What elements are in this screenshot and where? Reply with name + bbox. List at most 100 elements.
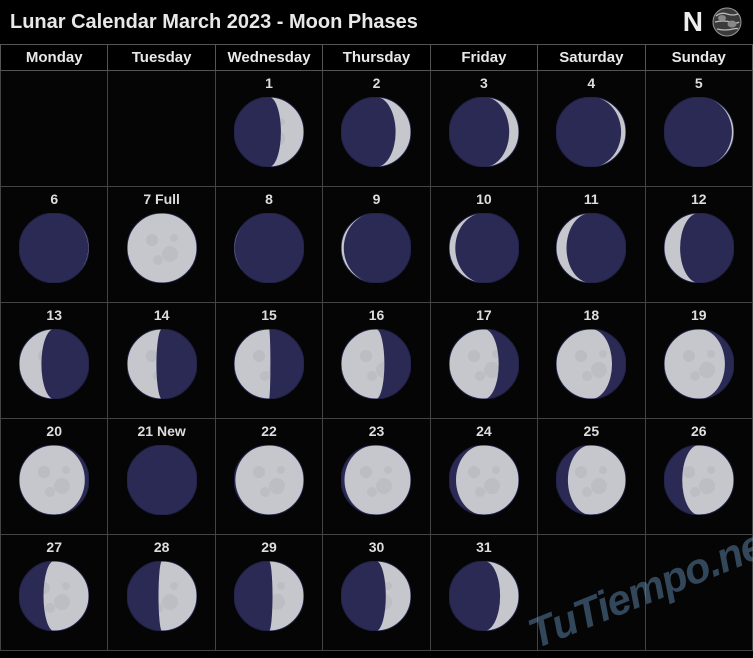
day-number: 9 [373, 187, 381, 209]
moon-phase-icon [664, 445, 734, 515]
day-number: 10 [476, 187, 492, 209]
day-number: 14 [154, 303, 170, 325]
moon-phase-icon [664, 97, 734, 167]
day-number: 15 [261, 303, 277, 325]
day-header: Monday [1, 45, 108, 71]
moon-phase-icon [664, 213, 734, 283]
calendar-cell: 7 Full [108, 187, 215, 303]
calendar-cell: 17 [430, 303, 537, 419]
calendar-cell: 1 [215, 71, 322, 187]
day-number: 17 [476, 303, 492, 325]
moon-phase-icon [234, 445, 304, 515]
day-number: 6 [50, 187, 58, 209]
calendar-row: 13 14 15 16 17 [1, 303, 753, 419]
calendar-cell: 19 [645, 303, 752, 419]
moon-phase-icon [556, 329, 626, 399]
moon-phase-icon [341, 561, 411, 631]
calendar-cell-blank [538, 535, 645, 651]
moon-phase-icon [234, 329, 304, 399]
calendar-cell-blank [645, 535, 752, 651]
moon-phase-icon [234, 561, 304, 631]
calendar-cell: 14 [108, 303, 215, 419]
moon-phase-icon [19, 445, 89, 515]
calendar-table: MondayTuesdayWednesdayThursdayFridaySatu… [0, 44, 753, 651]
day-header: Sunday [645, 45, 752, 71]
day-number: 12 [691, 187, 707, 209]
day-number: 22 [261, 419, 277, 441]
moon-phase-icon [341, 329, 411, 399]
calendar-cell: 25 [538, 419, 645, 535]
calendar-cell-blank [108, 71, 215, 187]
day-header: Tuesday [108, 45, 215, 71]
calendar-cell: 28 [108, 535, 215, 651]
day-header: Saturday [538, 45, 645, 71]
moon-phase-icon [556, 213, 626, 283]
day-number: 11 [584, 187, 599, 209]
day-number: 31 [476, 535, 492, 557]
moon-phase-icon [341, 213, 411, 283]
day-number: 24 [476, 419, 492, 441]
day-number: 25 [584, 419, 600, 441]
day-header-row: MondayTuesdayWednesdayThursdayFridaySatu… [1, 45, 753, 71]
calendar-row: 1 2 3 4 5 [1, 71, 753, 187]
calendar-row: 6 7 Full 8 9 10 [1, 187, 753, 303]
day-number: 21 New [138, 419, 186, 441]
calendar-cell: 13 [1, 303, 108, 419]
moon-phase-icon [127, 213, 197, 283]
moon-phase-icon [127, 329, 197, 399]
day-number: 19 [691, 303, 707, 325]
day-number: 4 [587, 71, 595, 93]
calendar-cell: 6 [1, 187, 108, 303]
calendar-cell: 10 [430, 187, 537, 303]
day-number: 30 [369, 535, 385, 557]
moon-phase-icon [449, 97, 519, 167]
day-number: 18 [584, 303, 600, 325]
calendar-cell: 5 [645, 71, 752, 187]
calendar-cell: 31 [430, 535, 537, 651]
calendar-cell: 27 [1, 535, 108, 651]
calendar-cell: 18 [538, 303, 645, 419]
calendar-cell: 11 [538, 187, 645, 303]
calendar-cell: 20 [1, 419, 108, 535]
calendar-cell: 23 [323, 419, 430, 535]
day-number: 1 [265, 71, 273, 93]
calendar-cell: 8 [215, 187, 322, 303]
day-number: 20 [46, 419, 62, 441]
moon-phase-icon [664, 329, 734, 399]
day-header: Friday [430, 45, 537, 71]
day-number: 8 [265, 187, 273, 209]
moon-phase-icon [19, 329, 89, 399]
moon-phase-icon [19, 561, 89, 631]
page-title: Lunar Calendar March 2023 - Moon Phases [10, 11, 418, 34]
day-header: Wednesday [215, 45, 322, 71]
day-number: 7 Full [143, 187, 180, 209]
moon-phase-icon [449, 213, 519, 283]
moon-phase-icon [341, 445, 411, 515]
calendar-cell: 3 [430, 71, 537, 187]
day-number: 3 [480, 71, 488, 93]
calendar-cell: 12 [645, 187, 752, 303]
calendar-cell-blank [1, 71, 108, 187]
calendar-row: 27 28 29 30 31 [1, 535, 753, 651]
calendar-cell: 2 [323, 71, 430, 187]
calendar-cell: 24 [430, 419, 537, 535]
day-number: 29 [261, 535, 277, 557]
moon-phase-icon [449, 329, 519, 399]
day-number: 23 [369, 419, 385, 441]
moon-phase-icon [234, 213, 304, 283]
calendar-cell: 26 [645, 419, 752, 535]
day-number: 26 [691, 419, 707, 441]
day-header: Thursday [323, 45, 430, 71]
day-number: 5 [695, 71, 703, 93]
day-number: 13 [46, 303, 62, 325]
calendar-cell: 30 [323, 535, 430, 651]
moon-phase-icon [449, 445, 519, 515]
header-right: N [683, 6, 743, 38]
calendar-cell: 4 [538, 71, 645, 187]
calendar-row: 20 21 New 22 23 24 [1, 419, 753, 535]
calendar-cell: 21 New [108, 419, 215, 535]
calendar-cell: 9 [323, 187, 430, 303]
header: Lunar Calendar March 2023 - Moon Phases … [0, 0, 753, 44]
globe-icon [711, 6, 743, 38]
moon-phase-icon [556, 97, 626, 167]
